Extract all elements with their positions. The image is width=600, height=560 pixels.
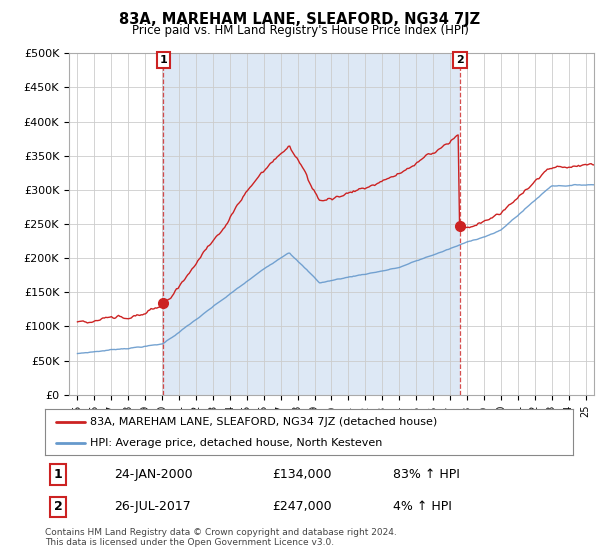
Bar <box>163 53 460 395</box>
Text: 26-JUL-2017: 26-JUL-2017 <box>113 500 190 514</box>
Text: 1: 1 <box>54 468 62 481</box>
Text: 83A, MAREHAM LANE, SLEAFORD, NG34 7JZ (detached house): 83A, MAREHAM LANE, SLEAFORD, NG34 7JZ (d… <box>90 417 437 427</box>
Text: 83A, MAREHAM LANE, SLEAFORD, NG34 7JZ: 83A, MAREHAM LANE, SLEAFORD, NG34 7JZ <box>119 12 481 27</box>
Text: HPI: Average price, detached house, North Kesteven: HPI: Average price, detached house, Nort… <box>90 438 382 448</box>
Text: 83% ↑ HPI: 83% ↑ HPI <box>394 468 460 481</box>
Text: Price paid vs. HM Land Registry's House Price Index (HPI): Price paid vs. HM Land Registry's House … <box>131 24 469 37</box>
Text: 2: 2 <box>54 500 62 514</box>
Text: 2: 2 <box>456 55 464 65</box>
Text: Contains HM Land Registry data © Crown copyright and database right 2024.
This d: Contains HM Land Registry data © Crown c… <box>45 528 397 547</box>
Text: 24-JAN-2000: 24-JAN-2000 <box>113 468 192 481</box>
Text: 1: 1 <box>160 55 167 65</box>
Text: £134,000: £134,000 <box>272 468 332 481</box>
Text: 4% ↑ HPI: 4% ↑ HPI <box>394 500 452 514</box>
Text: £247,000: £247,000 <box>272 500 332 514</box>
